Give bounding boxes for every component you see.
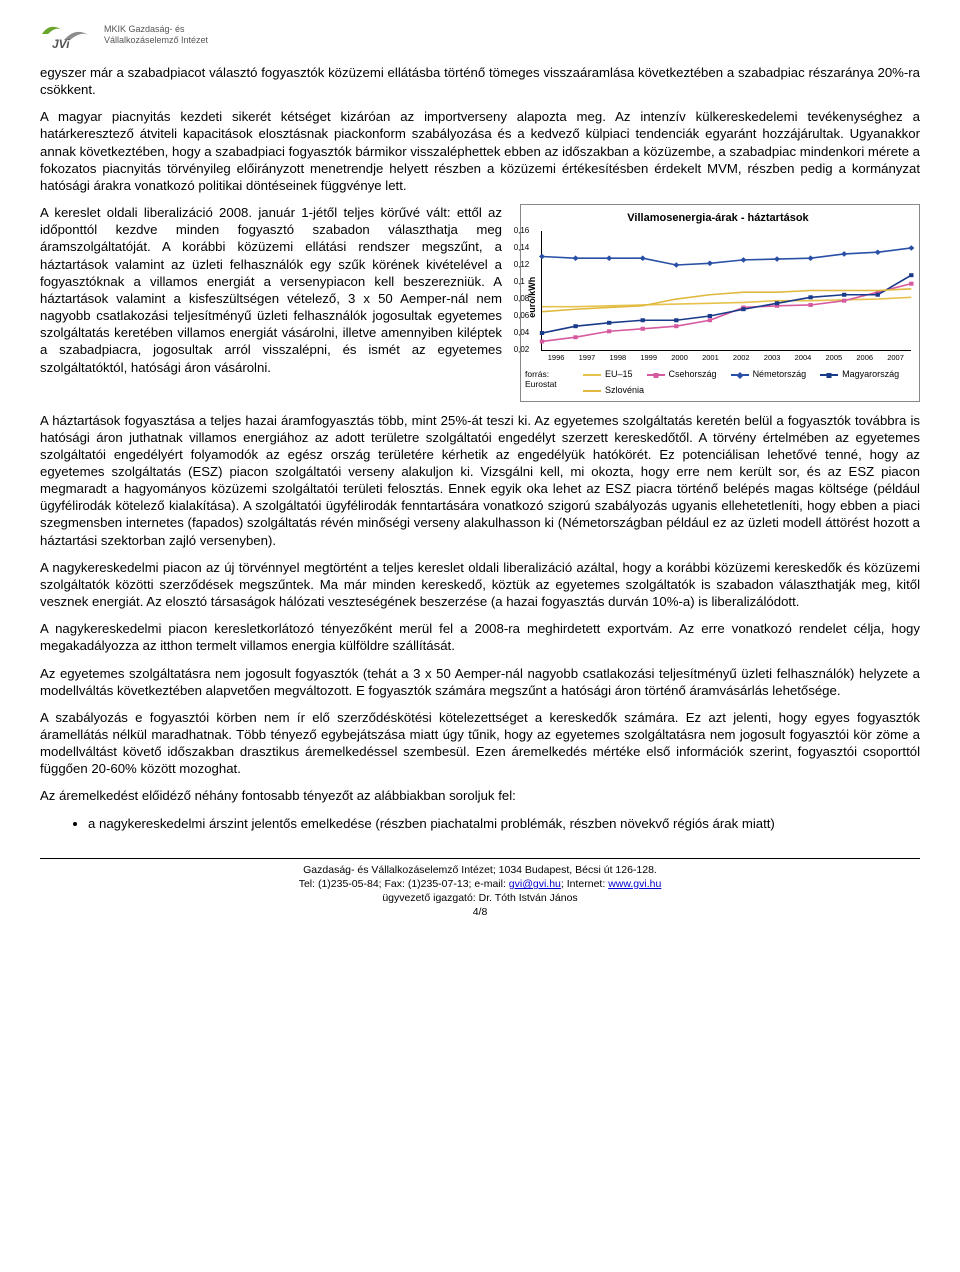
header-logo: JVi MKIK Gazdaság- és Vállalkozáselemző … (40, 20, 920, 50)
chart-ytick: 0,06 (514, 311, 530, 321)
paragraph-6: A nagykereskedelmi piacon keresletkorlát… (40, 620, 920, 654)
paragraph-1: egyszer már a szabadpiacot választó fogy… (40, 64, 920, 98)
legend-label: EU–15 (605, 369, 633, 381)
chart-xtick: 1998 (602, 353, 633, 363)
chart-xtick: 2002 (726, 353, 757, 363)
footer-director: ügyvezető igazgató: Dr. Tóth István Jáno… (40, 891, 920, 905)
chart-xtick: 1999 (633, 353, 664, 363)
chart-ytick: 0,16 (514, 226, 530, 236)
legend-label: Magyarország (842, 369, 899, 381)
paragraph-2: A magyar piacnyitás kezdeti sikerét kéts… (40, 108, 920, 194)
chart-xtick: 2007 (880, 353, 911, 363)
chart-ytick: 0,02 (514, 345, 530, 355)
electricity-price-chart: Villamosenergia-árak - háztartások euró/… (520, 204, 920, 401)
chart-xtick: 1997 (572, 353, 603, 363)
paragraph-9: Az áremelkedést előidéző néhány fontosab… (40, 787, 920, 804)
legend-item: Csehország (647, 369, 717, 381)
chart-xtick: 2000 (664, 353, 695, 363)
legend-swatch (583, 374, 601, 376)
chart-xtick: 1996 (541, 353, 572, 363)
legend-swatch (731, 374, 749, 376)
paragraph-8: A szabályozás e fogyasztói körben nem ír… (40, 709, 920, 778)
footer-url-link[interactable]: www.gvi.hu (608, 878, 661, 890)
legend-item: Németország (731, 369, 807, 381)
legend-swatch (820, 374, 838, 376)
paragraph-7: Az egyetemes szolgáltatásra nem jogosult… (40, 665, 920, 699)
chart-ytick: 0,14 (514, 243, 530, 253)
footer-address: Gazdaság- és Vállalkozáselemző Intézet; … (40, 863, 920, 877)
chart-xticks: 1996199719981999200020012002200320042005… (541, 351, 911, 363)
chart-ytick: 0,1 (514, 277, 525, 287)
logo-line2: Vállalkozáselemző Intézet (104, 35, 208, 46)
legend-label: Németország (753, 369, 807, 381)
chart-ytick: 0,12 (514, 260, 530, 270)
chart-xtick: 2001 (695, 353, 726, 363)
chart-xtick: 2003 (757, 353, 788, 363)
legend-item: Szlovénia (583, 385, 644, 397)
chart-title: Villamosenergia-árak - háztartások (525, 211, 911, 225)
legend-item: EU–15 (583, 369, 633, 381)
legend-label: Szlovénia (605, 385, 644, 397)
legend-item: Magyarország (820, 369, 899, 381)
paragraph-5: A nagykereskedelmi piacon az új törvénny… (40, 559, 920, 610)
page-footer: Gazdaság- és Vállalkozáselemző Intézet; … (40, 858, 920, 920)
chart-plot-area: 0,020,040,060,080,10,120,140,16 (541, 231, 911, 351)
legend-swatch (647, 374, 665, 376)
logo-line1: MKIK Gazdaság- és (104, 24, 208, 35)
chart-ytick: 0,08 (514, 294, 530, 304)
logo-mark: JVi (40, 20, 96, 50)
paragraph-3: A kereslet oldali liberalizáció 2008. ja… (40, 204, 502, 376)
bullet-item-1: a nagykereskedelmi árszint jelentős emel… (88, 815, 920, 832)
bullet-list: a nagykereskedelmi árszint jelentős emel… (88, 815, 920, 832)
chart-ytick: 0,04 (514, 328, 530, 338)
svg-text:JVi: JVi (52, 37, 70, 50)
legend-swatch (583, 390, 601, 392)
chart-legend: forrás: Eurostat EU–15 Csehország Németors… (525, 369, 911, 396)
logo-text: MKIK Gazdaság- és Vállalkozáselemző Inté… (104, 24, 208, 46)
chart-source: forrás: Eurostat (525, 369, 573, 389)
paragraph-4: A háztartások fogyasztása a teljes hazai… (40, 412, 920, 549)
chart-xtick: 2006 (849, 353, 880, 363)
footer-email-link[interactable]: gvi@gvi.hu (509, 878, 561, 890)
legend-label: Csehország (669, 369, 717, 381)
chart-xtick: 2005 (818, 353, 849, 363)
footer-contact: Tel: (1)235-05-84; Fax: (1)235-07-13; e-… (40, 877, 920, 891)
chart-xtick: 2004 (788, 353, 819, 363)
footer-page-number: 4/8 (40, 905, 920, 919)
